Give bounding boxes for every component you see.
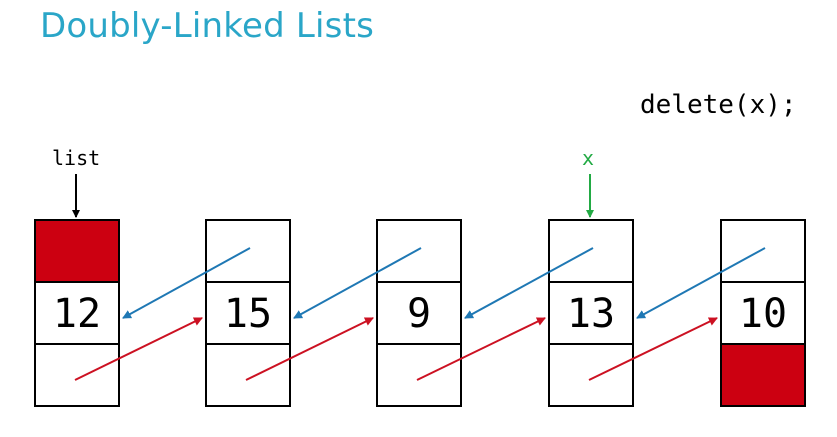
next-link-arrow	[416, 317, 546, 381]
prev-link-arrow	[293, 247, 422, 319]
prev-cell	[548, 219, 634, 283]
list-node: 10	[720, 219, 806, 407]
prev-link-arrow	[636, 247, 766, 319]
value-cell	[205, 281, 291, 345]
value-cell	[548, 281, 634, 345]
page-title: Doubly-Linked Lists	[40, 6, 375, 46]
value-cell	[34, 281, 120, 345]
node-value: 13	[567, 291, 615, 337]
next-cell	[548, 343, 634, 407]
next-cell	[376, 343, 462, 407]
list-pointer-label: list	[52, 146, 101, 170]
list-node: 9	[376, 219, 462, 407]
next-cell	[34, 343, 120, 407]
code-statement: delete(x);	[640, 90, 797, 120]
value-cell	[376, 281, 462, 345]
prev-cell	[376, 219, 462, 283]
node-value: 10	[739, 291, 787, 337]
next-link-arrow	[245, 317, 374, 381]
value-cell	[720, 281, 806, 345]
x-pointer-label: x	[582, 146, 595, 170]
prev-cell	[205, 219, 291, 283]
next-cell	[205, 343, 291, 407]
prev-null-cell	[34, 219, 120, 283]
node-value: 15	[224, 291, 272, 337]
next-link-arrow	[74, 317, 203, 381]
prev-cell	[720, 219, 806, 283]
next-link-arrow	[588, 317, 718, 381]
prev-link-arrow	[464, 247, 594, 319]
node-value: 9	[407, 291, 431, 337]
list-node: 12	[34, 219, 120, 407]
prev-link-arrow	[122, 247, 251, 319]
node-value: 12	[53, 291, 101, 337]
list-node: 15	[205, 219, 291, 407]
list-node: 13	[548, 219, 634, 407]
next-null-cell	[720, 343, 806, 407]
